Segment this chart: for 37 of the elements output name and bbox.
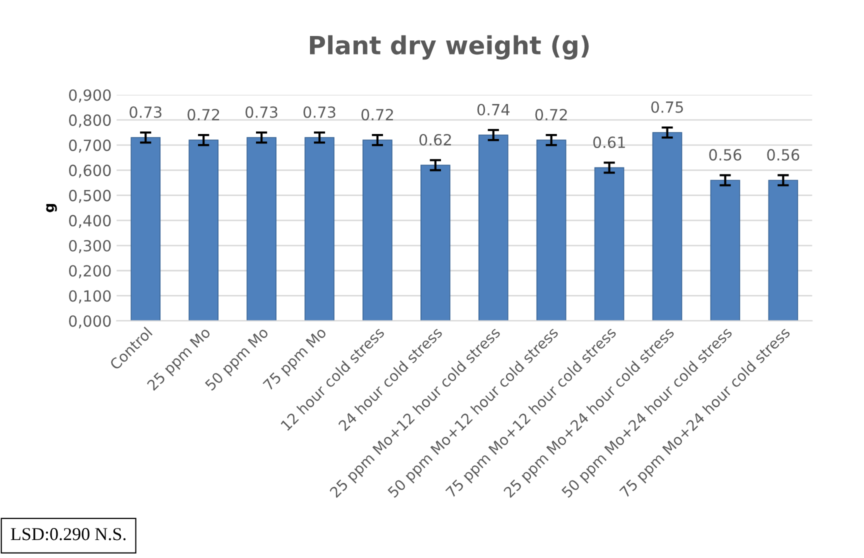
data-label: 0.62 [419, 134, 451, 146]
bar [420, 164, 450, 321]
bar [768, 180, 798, 321]
chart-title: Plant dry weight (g) [310, 35, 589, 60]
data-label: 0.73 [130, 106, 162, 118]
data-label: 0.73 [246, 106, 278, 118]
bar [652, 132, 682, 321]
y-tick-label: 0,400 [69, 214, 111, 228]
y-tick-label: 0,000 [69, 315, 111, 328]
y-tick-label: 0,200 [69, 265, 111, 278]
bar [362, 140, 392, 321]
data-label: 0.72 [188, 108, 220, 120]
bar [710, 180, 740, 321]
y-tick-label: 0,100 [69, 290, 111, 304]
bar [536, 140, 566, 321]
y-tick-label: 0,700 [69, 140, 111, 153]
y-tick-label: 0,900 [69, 89, 111, 102]
data-label: 0.61 [593, 136, 625, 148]
y-tick-label: 0,300 [69, 240, 111, 254]
y-tick-label: 0,500 [69, 190, 111, 203]
bar [188, 140, 218, 321]
data-label: 0.73 [304, 106, 336, 118]
y-tick-label: 0,600 [69, 164, 111, 178]
data-label: 0.56 [767, 149, 800, 161]
bar [304, 137, 334, 321]
bar [130, 137, 161, 321]
data-label: 0.56 [709, 149, 742, 161]
y-axis-title: g [46, 204, 57, 212]
data-label: 0.75 [651, 101, 683, 113]
bar [594, 167, 624, 321]
y-tick-label: 0,800 [69, 114, 111, 128]
bar [478, 134, 508, 321]
data-label: 0.72 [361, 108, 393, 120]
bar [246, 137, 276, 321]
text: LSD:0.290 N.S. [10, 528, 126, 540]
data-label: 0.74 [477, 104, 510, 116]
data-label: 0.72 [535, 108, 567, 120]
